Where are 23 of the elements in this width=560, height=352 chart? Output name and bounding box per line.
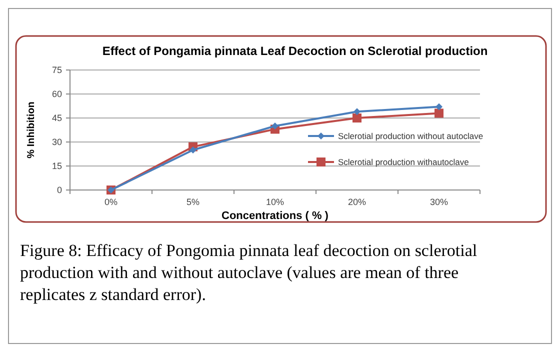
legend-label: Sclerotial production withautoclave — [338, 156, 470, 167]
point — [354, 108, 360, 116]
x-tick-label: 10% — [266, 197, 284, 207]
y-axis-title: % Inhibition — [26, 102, 37, 158]
point — [352, 114, 362, 122]
chart-title: Effect of Pongamia pinnata Leaf Decoction on Sclerotial production — [102, 44, 488, 58]
point — [436, 103, 442, 110]
y-tick-label: 0 — [56, 185, 62, 196]
caption: Figure 8: Efficacy of Pongomia pinnata leaf decoction on sclerotial production with and without autoclave (values are mean of three replicates z standard error). — [20, 241, 478, 304]
point — [190, 146, 196, 154]
point — [272, 122, 278, 130]
x-axis-title: Concentrations ( % ) — [222, 210, 329, 222]
y-tick-label: 45 — [52, 113, 62, 124]
y-tick-label: 15 — [52, 161, 62, 172]
x-tick-label: 20% — [348, 197, 366, 207]
y-tick-label: 75 — [52, 65, 62, 76]
y-tick-label: 30 — [52, 137, 62, 148]
x-tick-label: 0% — [104, 197, 118, 207]
legend-label: Sclerotial production without autoclave — [338, 130, 484, 141]
x-tick-label: 30% — [430, 197, 448, 207]
x-tick-label: 5% — [186, 197, 200, 207]
y-tick-label: 60 — [52, 89, 62, 100]
point — [434, 108, 444, 118]
